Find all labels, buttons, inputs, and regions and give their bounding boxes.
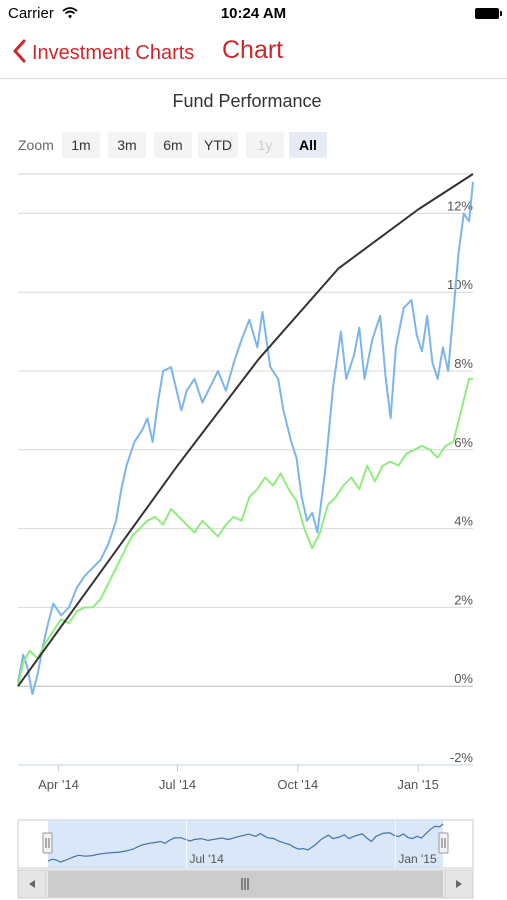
zoom-button-label: 1m — [71, 137, 90, 153]
y-tick-label: 2% — [454, 592, 473, 607]
y-tick-label: 4% — [454, 514, 473, 529]
series-lines — [17, 173, 474, 696]
arrow-right-icon — [456, 880, 462, 888]
scroll-left-button[interactable] — [17, 869, 47, 899]
zoom-button-label: 3m — [117, 137, 136, 153]
scrollbar[interactable] — [17, 869, 474, 899]
x-tick-label: Oct '14 — [277, 777, 318, 792]
x-axis-ticks: Apr '14 Jul '14 Oct '14 Jan '15 — [18, 764, 473, 792]
status-bar: Carrier 10:24 AM — [0, 0, 507, 28]
back-button[interactable]: Investment Charts — [12, 38, 194, 68]
back-label: Investment Charts — [32, 41, 195, 64]
y-tick-label: 0% — [454, 671, 473, 686]
status-time: 10:24 AM — [220, 5, 287, 22]
navigator-left-handle[interactable] — [42, 832, 53, 854]
navigation-bar: Investment Charts Chart — [0, 28, 507, 79]
zoom-button-1y: 1y — [246, 132, 284, 158]
page-title: Chart — [222, 36, 284, 64]
zoom-button-label: 1y — [258, 137, 273, 153]
y-tick-label: 10% — [447, 277, 473, 292]
chart-title: Fund Performance — [172, 91, 321, 111]
battery-icon — [475, 8, 502, 19]
navigator-selection[interactable] — [48, 820, 443, 868]
series-line-1 — [17, 181, 474, 696]
scrollbar-grip-icon — [241, 878, 249, 890]
x-tick-label: Jul '14 — [159, 777, 196, 792]
y-axis-ticks: -2% 0% 2% 4% 6% 8% 10% 12% — [447, 198, 473, 765]
arrow-left-icon — [29, 880, 35, 888]
gridlines — [18, 173, 473, 766]
zoom-button-label: YTD — [204, 137, 232, 153]
wifi-icon — [62, 6, 78, 24]
series-line-3 — [17, 173, 474, 687]
navigator-ticks: Jul '14 Jan '15 — [185, 820, 437, 868]
navigator-series — [47, 823, 444, 863]
x-tick-label: Apr '14 — [38, 777, 79, 792]
series-line-2 — [17, 377, 473, 687]
fund-performance-chart: Fund Performance Zoom 1m 3m 6m YTD 1y All -2%… — [17, 91, 474, 899]
zoom-button-label: 6m — [163, 137, 182, 153]
y-tick-label: 12% — [447, 198, 473, 213]
range-selector: 1m 3m 6m YTD 1y All — [62, 132, 327, 158]
zoom-button-6m[interactable]: 6m — [154, 132, 192, 158]
navigator-right-handle[interactable] — [438, 832, 449, 854]
y-tick-label: -2% — [450, 750, 474, 765]
y-tick-label: 8% — [454, 356, 473, 371]
x-tick-label: Jan '15 — [397, 777, 439, 792]
zoom-button-label: All — [299, 137, 317, 153]
y-tick-label: 6% — [454, 435, 473, 450]
zoom-button-3m[interactable]: 3m — [108, 132, 146, 158]
zoom-button-all[interactable]: All — [289, 132, 327, 158]
navigator-tick-label: Jan '15 — [398, 852, 437, 866]
chevron-left-icon — [12, 39, 26, 68]
carrier-label: Carrier — [8, 5, 54, 22]
navigator[interactable]: Jul '14 Jan '15 — [17, 819, 474, 869]
zoom-button-ytd[interactable]: YTD — [198, 132, 238, 158]
navigator-tick-label: Jul '14 — [189, 852, 224, 866]
zoom-label: Zoom — [18, 137, 54, 153]
zoom-button-1m[interactable]: 1m — [62, 132, 100, 158]
scroll-right-button[interactable] — [444, 869, 474, 899]
